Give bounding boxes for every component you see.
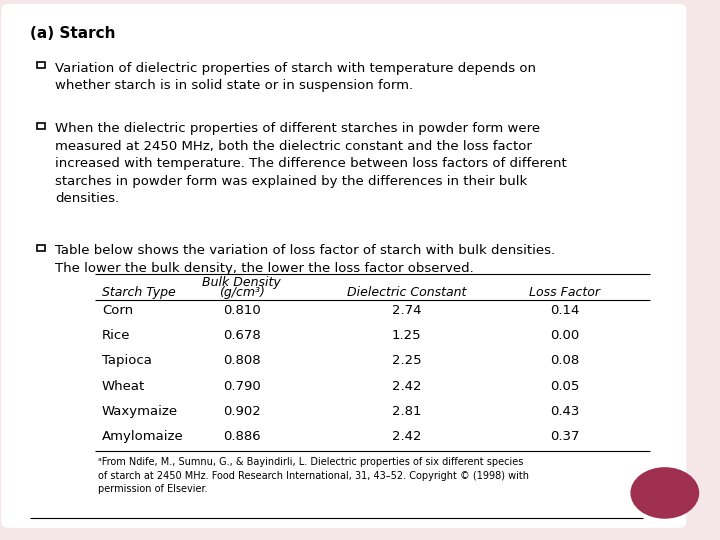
Text: Rice: Rice <box>102 329 130 342</box>
Text: Corn: Corn <box>102 304 133 317</box>
Text: Wheat: Wheat <box>102 380 145 393</box>
Text: ᵃFrom Ndife, M., Sumnu, G., & Bayindirli, L. Dielectric properties of six differ: ᵃFrom Ndife, M., Sumnu, G., & Bayindirli… <box>98 457 529 494</box>
Circle shape <box>631 467 699 519</box>
Text: 0.810: 0.810 <box>222 304 261 317</box>
Text: 0.678: 0.678 <box>222 329 261 342</box>
Text: 2.42: 2.42 <box>392 380 421 393</box>
Text: Dielectric Constant: Dielectric Constant <box>347 286 467 299</box>
Text: 0.00: 0.00 <box>550 329 579 342</box>
Text: Amylomaize: Amylomaize <box>102 430 184 443</box>
Text: Starch Type: Starch Type <box>102 286 176 299</box>
Text: 0.886: 0.886 <box>223 430 261 443</box>
Bar <box>37 62 45 68</box>
Text: 0.08: 0.08 <box>550 354 579 367</box>
Text: Waxymaize: Waxymaize <box>102 405 178 418</box>
Text: 2.74: 2.74 <box>392 304 421 317</box>
Text: 0.05: 0.05 <box>550 380 579 393</box>
Text: 0.790: 0.790 <box>222 380 261 393</box>
Text: 1.25: 1.25 <box>392 329 421 342</box>
Text: 0.808: 0.808 <box>223 354 261 367</box>
Text: (a) Starch: (a) Starch <box>30 25 116 40</box>
Text: Loss Factor: Loss Factor <box>529 286 600 299</box>
Text: 2.81: 2.81 <box>392 405 421 418</box>
Text: 0.902: 0.902 <box>222 405 261 418</box>
FancyBboxPatch shape <box>1 4 686 528</box>
Text: Bulk Density: Bulk Density <box>202 276 281 289</box>
Text: Tapioca: Tapioca <box>102 354 152 367</box>
Text: 0.37: 0.37 <box>549 430 579 443</box>
Text: Table below shows the variation of loss factor of starch with bulk densities.
Th: Table below shows the variation of loss … <box>55 244 555 275</box>
Text: 0.14: 0.14 <box>550 304 579 317</box>
Text: When the dielectric properties of different starches in powder form were
measure: When the dielectric properties of differ… <box>55 122 567 205</box>
Text: 0.43: 0.43 <box>550 405 579 418</box>
Bar <box>37 245 45 251</box>
Text: (g/cm³): (g/cm³) <box>219 286 264 299</box>
Text: 2.25: 2.25 <box>392 354 421 367</box>
Text: Variation of dielectric properties of starch with temperature depends on
whether: Variation of dielectric properties of st… <box>55 62 536 92</box>
Text: 2.42: 2.42 <box>392 430 421 443</box>
Bar <box>37 123 45 129</box>
